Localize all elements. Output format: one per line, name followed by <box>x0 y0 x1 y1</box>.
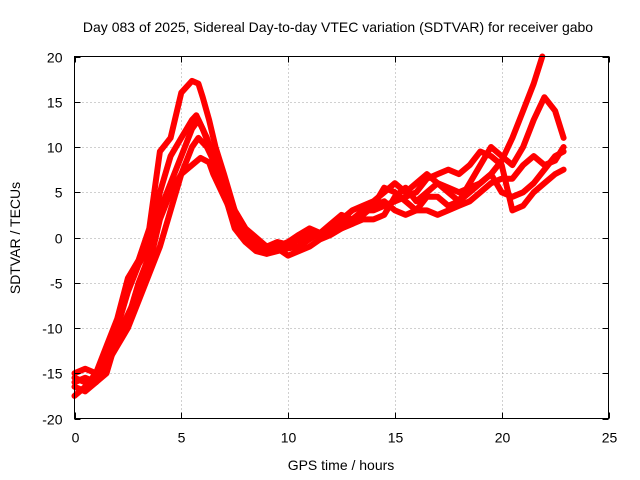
x-tick-label: 5 <box>178 430 186 446</box>
x-axis-title: GPS time / hours <box>288 457 395 473</box>
x-tick-label: 0 <box>72 430 80 446</box>
axis-ticks <box>74 56 610 420</box>
series-line-track-3 <box>71 77 567 377</box>
y-tick-label: 10 <box>47 140 63 156</box>
y-axis-title: SDTVAR / TECUs <box>7 182 23 294</box>
series-line-track-4 <box>71 134 567 395</box>
plot-frame <box>74 56 609 419</box>
y-tick-label: 15 <box>47 95 63 111</box>
x-tick-label: 10 <box>281 430 297 446</box>
x-tick-label: 25 <box>602 430 618 446</box>
x-tick-label: 15 <box>388 430 404 446</box>
y-tick-label: -5 <box>50 276 63 292</box>
y-tick-label: -15 <box>42 366 62 382</box>
y-tick-label: -20 <box>42 412 62 428</box>
y-tick-label: 0 <box>55 231 63 247</box>
series-line-track-5 <box>71 116 567 386</box>
x-tick-label: 20 <box>495 430 511 446</box>
y-tick-label: -10 <box>42 321 62 337</box>
data-series <box>71 53 567 399</box>
y-tick-label: 20 <box>47 50 63 66</box>
chart-title: Day 083 of 2025, Sidereal Day-to-day VTE… <box>83 19 593 35</box>
x-tick-labels: 0 5 10 15 20 25 <box>72 430 618 446</box>
y-tick-label: 5 <box>55 185 63 201</box>
y-tick-labels: -20 -15 -10 -5 0 5 10 15 20 <box>42 50 62 428</box>
